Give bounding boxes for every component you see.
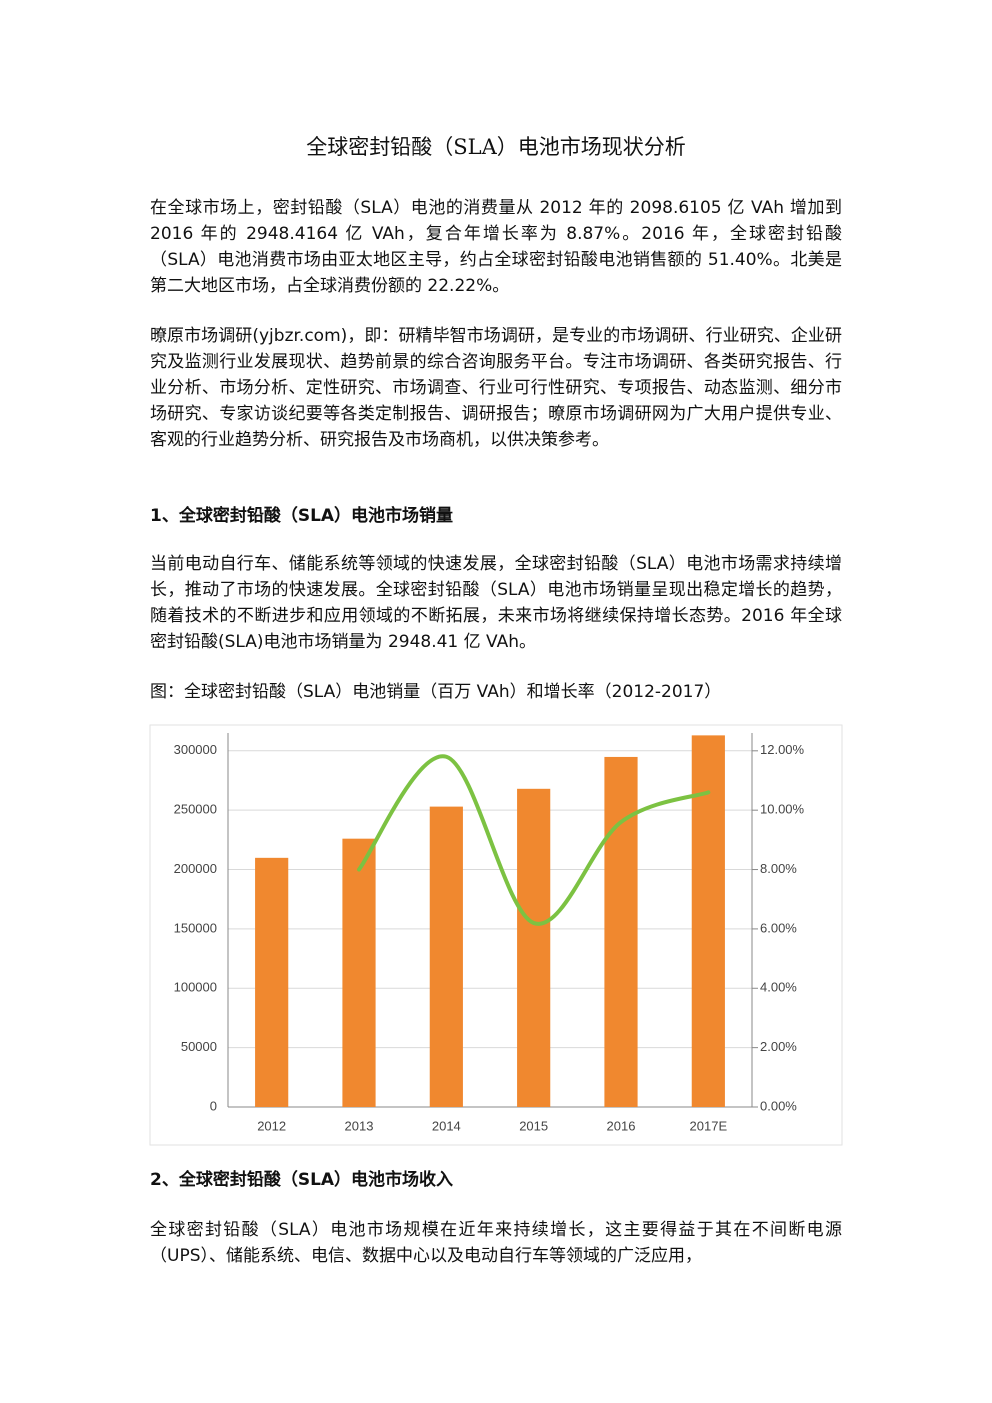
y-tick-label: 50000: [181, 1039, 217, 1054]
bar: [517, 788, 551, 1107]
paragraph: 全球密封铅酸（SLA）电池市场规模在近年来持续增长，这主要得益于其在不间断电源（…: [150, 1220, 842, 1266]
heading: 1、全球密封铅酸（SLA）电池市场销量: [150, 506, 454, 526]
heading: 2、全球密封铅酸（SLA）电池市场收入: [150, 1170, 454, 1190]
y2-tick-label: 8.00%: [760, 861, 797, 876]
y2-tick-label: 0.00%: [760, 1098, 797, 1113]
bar: [691, 735, 725, 1107]
y-tick-label: 250000: [174, 802, 217, 817]
paragraph: 在全球市场上，密封铅酸（SLA）电池的消费量从 2012 年的 2098.610…: [150, 198, 842, 296]
x-tick-label: 2017E: [690, 1118, 728, 1133]
bar: [255, 857, 289, 1107]
figure-caption: 图：全球密封铅酸（SLA）电池销量（百万 VAh）和增长率（2012-2017）: [150, 682, 722, 702]
growth-line: [357, 754, 711, 926]
x-tick-label: 2016: [607, 1118, 636, 1133]
bar: [604, 756, 638, 1107]
y-tick-label: 200000: [174, 861, 217, 876]
bar: [342, 838, 376, 1107]
y2-tick-label: 4.00%: [760, 980, 797, 995]
y2-tick-label: 2.00%: [760, 1039, 797, 1054]
x-tick-label: 2012: [257, 1118, 286, 1133]
x-tick-label: 2014: [432, 1118, 461, 1133]
y2-tick-label: 12.00%: [760, 742, 805, 757]
y-tick-label: 100000: [174, 980, 217, 995]
bar: [429, 806, 463, 1107]
y-tick-label: 300000: [174, 742, 217, 757]
y2-tick-label: 10.00%: [760, 802, 805, 817]
x-tick-label: 2015: [519, 1118, 548, 1133]
y2-tick-label: 6.00%: [760, 920, 797, 935]
y-tick-label: 150000: [174, 920, 217, 935]
chart-frame: [149, 724, 843, 1146]
paragraph: 暸原市场调研(yjbzr.com)，即：研精毕智市场调研，是专业的市场调研、行业…: [150, 326, 842, 450]
doc-title: 全球密封铅酸（SLA）电池市场现状分析: [306, 135, 686, 159]
y-tick-label: 0: [210, 1098, 217, 1113]
x-tick-label: 2013: [345, 1118, 374, 1133]
paragraph: 当前电动自行车、储能系统等领域的快速发展，全球密封铅酸（SLA）电池市场需求持续…: [150, 554, 842, 652]
